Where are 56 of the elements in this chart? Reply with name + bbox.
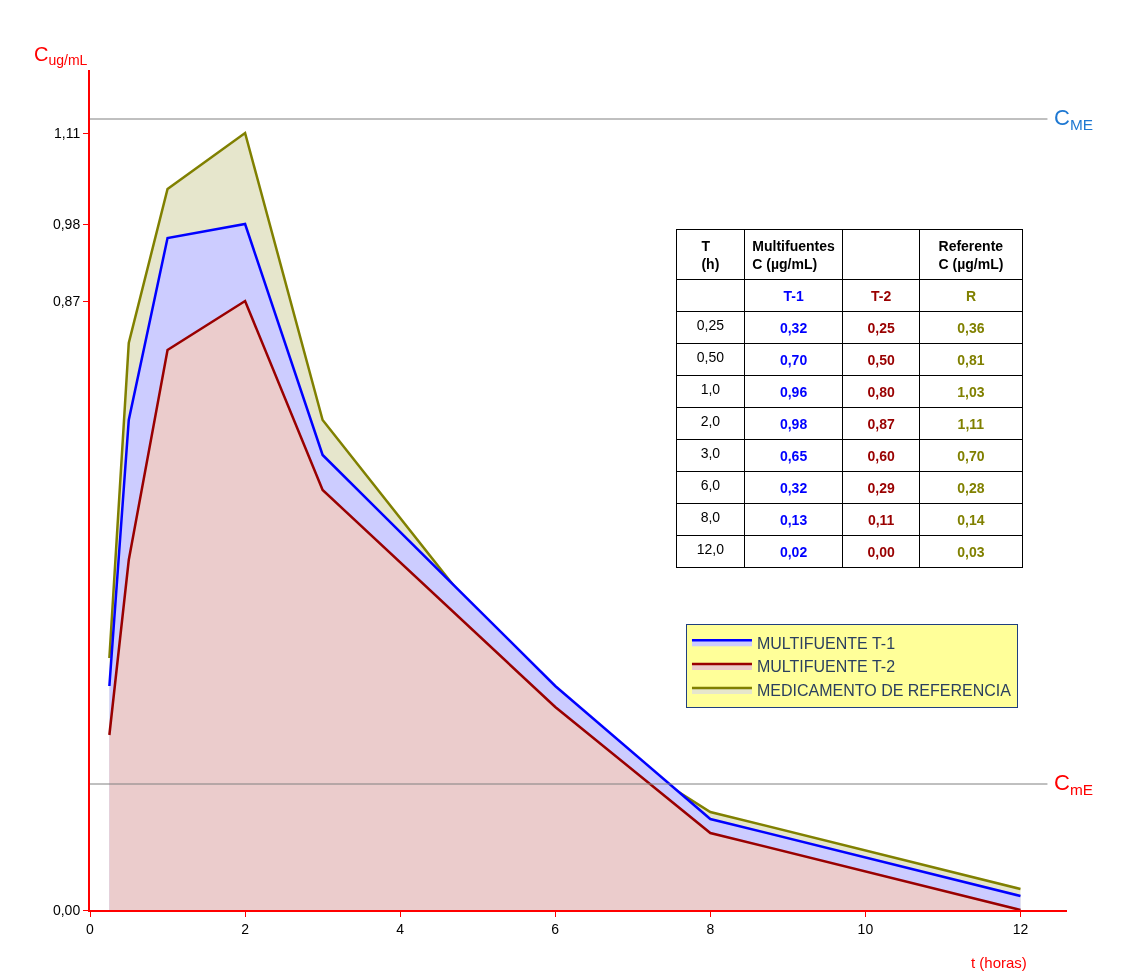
y-tick-label: 0,87 [52,292,81,309]
annotation: 0,11 [867,511,895,528]
x-tick-label: 12 [1012,920,1029,937]
y-axis-title: C$_{ug/mL}$ [34,43,88,69]
annotation: 1,11 [957,415,985,432]
annotation: 1,0 [700,381,721,398]
annotation: 12,0 [696,541,725,558]
annotation: 0,02 [779,543,808,560]
annotation: 0,50 [867,351,895,368]
x-tick-label: 8 [706,920,715,937]
x-tick-label: 4 [396,920,405,937]
x-tick-label: 6 [551,920,560,937]
annotation: 0,25 [867,319,895,336]
annotation: 0,81 [957,351,985,368]
annotation: 0,50 [696,349,725,366]
annotation: 0,70 [957,447,985,464]
annotation: 0,80 [867,383,895,400]
annotation: 6,0 [700,477,721,494]
annotation: 0,13 [779,511,808,528]
annotation: 0,70 [779,351,808,368]
annotation: R [965,287,976,304]
annotation: 0,32 [779,319,808,336]
x-tick-label: 10 [857,920,874,937]
x-tick-label: 2 [241,920,250,937]
ref-line-label: C$_{ME}$ [1054,105,1093,133]
annotation: 0,96 [779,383,808,400]
annotation: Referente C (µg/mL) [938,237,1004,272]
annotation: 0,03 [957,543,985,560]
annotation: 1,03 [957,383,985,400]
legend-label: MULTIFUENTE T-2 [756,658,896,676]
annotation: T-2 [871,287,892,304]
annotation: T (h) [701,237,720,272]
annotation: 0,98 [779,415,808,432]
annotation: T-1 [783,287,804,304]
annotation: 0,25 [696,317,725,334]
annotation: 0,60 [867,447,895,464]
annotation: 0,14 [957,511,985,528]
annotation: 3,0 [700,445,721,462]
annotation: 0,65 [779,447,808,464]
annotation: 0,36 [957,319,985,336]
annotation: 0,87 [867,415,895,432]
annotation: Multifuentes C (µg/mL) [752,237,835,272]
y-tick-label: 1,11 [53,124,81,141]
annotation: 2,0 [700,413,721,430]
legend-label: MULTIFUENTE T-1 [756,634,896,652]
y-tick-label: 0,98 [52,215,81,232]
x-tick-label: 0 [86,920,95,937]
annotation: 0,28 [957,479,985,496]
x-axis-title: t (horas) [971,954,1027,971]
annotation: 8,0 [700,509,721,526]
annotation: 0,00 [867,543,895,560]
y-tick-label: 0,00 [52,901,81,918]
annotation: 0,32 [779,479,808,496]
ref-line-label: C$_{mE}$ [1054,770,1093,798]
annotation: 0,29 [867,479,895,496]
legend-label: MEDICAMENTO DE REFERENCIA [756,682,1012,700]
